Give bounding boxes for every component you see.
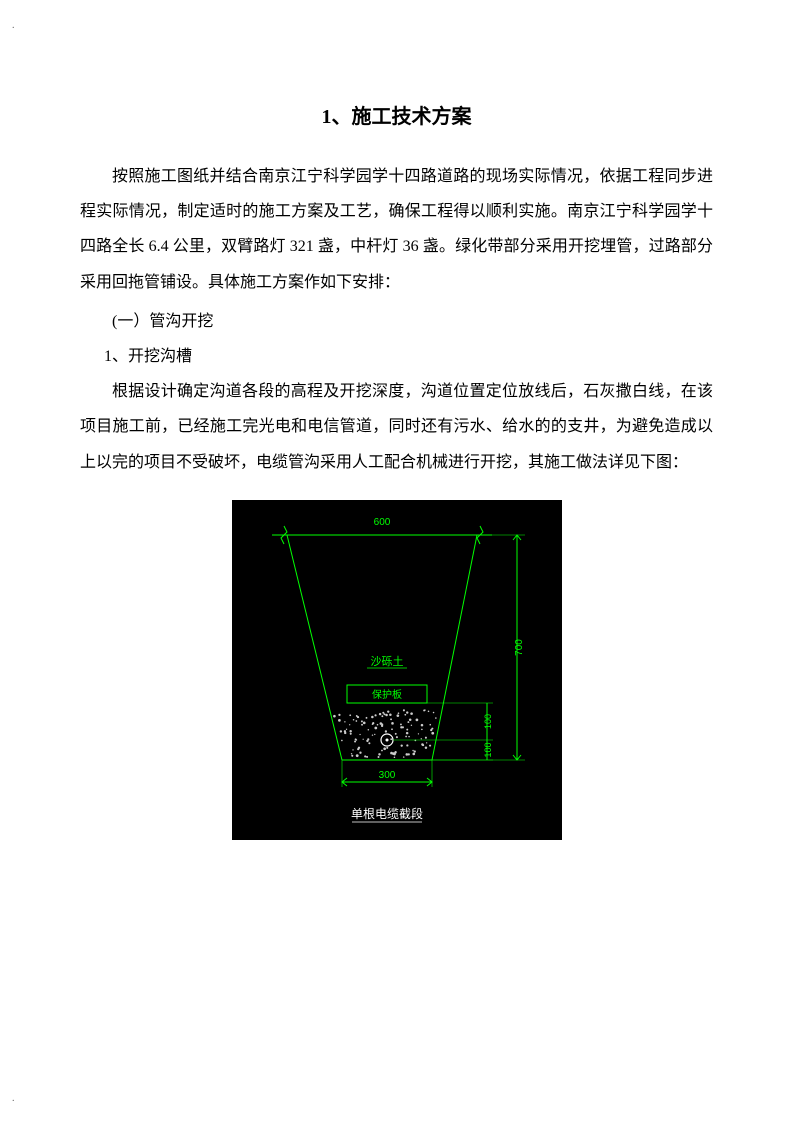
- svg-text:700: 700: [514, 638, 525, 655]
- diagram-svg: 600 沙砾土保护板 700 100 100 300 单根电缆截段: [232, 500, 562, 840]
- svg-text:100: 100: [483, 742, 493, 757]
- page-mark-top: .: [12, 20, 15, 31]
- diagram-container: 600 沙砾土保护板 700 100 100 300 单根电缆截段: [80, 500, 713, 840]
- svg-text:沙砾土: 沙砾土: [370, 655, 403, 668]
- paragraph-intro: 按照施工图纸并结合南京江宁科学园学十四路道路的现场实际情况，依据工程同步进程实际…: [80, 159, 713, 300]
- page-mark-bottom: .: [12, 1093, 15, 1104]
- svg-text:100: 100: [483, 714, 493, 729]
- paragraph-body-2: 根据设计确定沟道各段的高程及开挖深度，沟道位置定位放线后，石灰撒白线，在该项目施…: [80, 374, 713, 480]
- subsection-1-1-heading: 1、开挖沟槽: [80, 339, 713, 374]
- trench-section-diagram: 600 沙砾土保护板 700 100 100 300 单根电缆截段: [232, 500, 562, 840]
- document-title: 1、施工技术方案: [80, 100, 713, 129]
- svg-text:保护板: 保护板: [372, 688, 402, 701]
- svg-text:300: 300: [378, 770, 395, 781]
- svg-text:600: 600: [373, 517, 390, 528]
- section-1-heading: (一）管沟开挖: [80, 304, 713, 339]
- svg-text:单根电缆截段: 单根电缆截段: [350, 806, 422, 821]
